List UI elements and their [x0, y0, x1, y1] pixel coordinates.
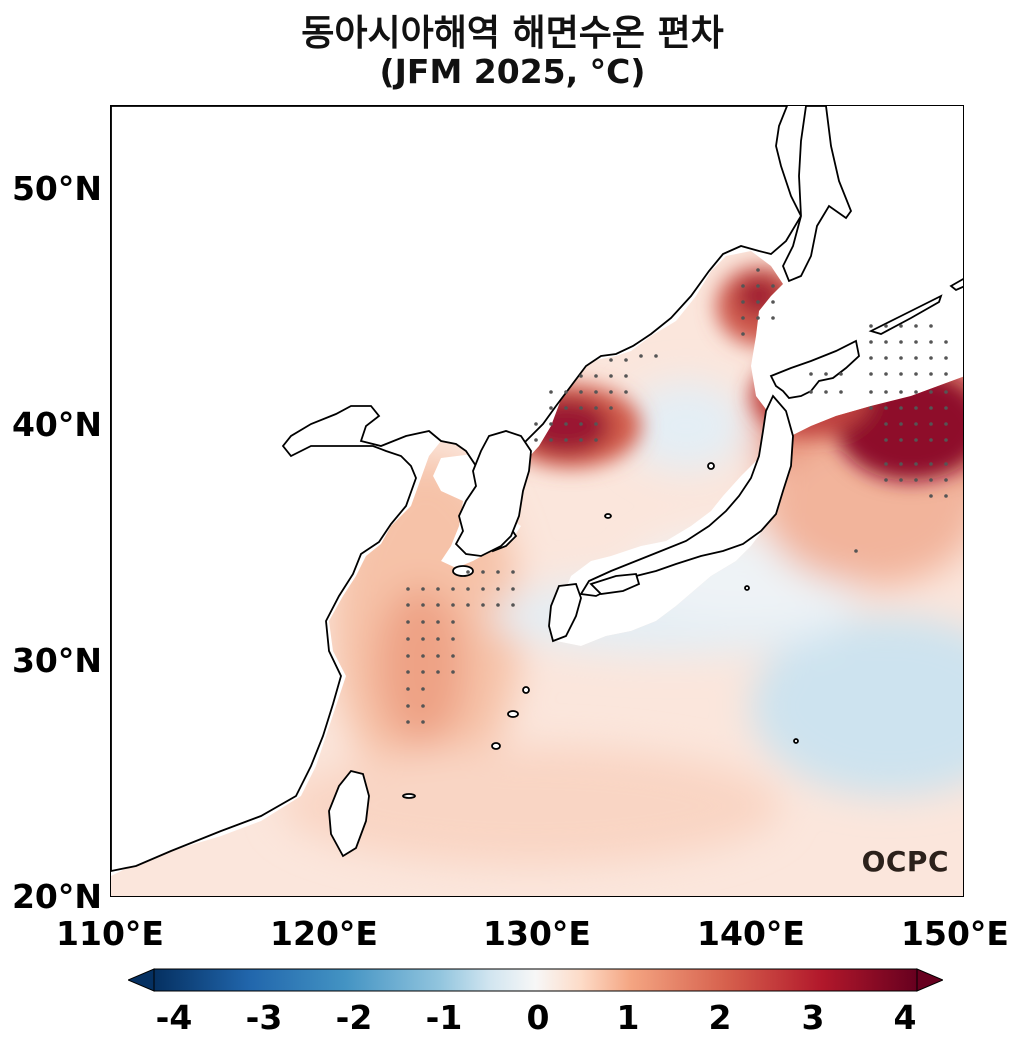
- lat-tick-label: 20°N: [11, 877, 102, 916]
- significance-stippling: [406, 268, 948, 724]
- colorbar-max-extend: [916, 968, 943, 992]
- colorbar-tick-label: 4: [893, 998, 917, 1037]
- sst-anomaly-map: [111, 106, 963, 896]
- colorbar-tick-label: -2: [335, 998, 373, 1037]
- colorbar-tick-label: 2: [708, 998, 732, 1037]
- lon-tick-label: 150°E: [901, 914, 1009, 953]
- lon-tick-label: 130°E: [483, 914, 591, 953]
- lon-tick-label: 140°E: [697, 914, 805, 953]
- ocpc-logo: OCPC: [861, 845, 949, 878]
- map-title: 동아시아해역 해면수온 편차: [301, 13, 724, 54]
- colorbar-tick-label: -3: [245, 998, 283, 1037]
- lat-tick-label: 50°N: [11, 169, 102, 208]
- lon-tick-label: 120°E: [270, 914, 378, 953]
- colorbar-tick-label: 0: [526, 998, 550, 1037]
- colorbar-tick-label: -4: [155, 998, 193, 1037]
- map-subtitle: (JFM 2025, °C): [379, 52, 646, 91]
- colorbar-min-extend: [128, 968, 155, 992]
- colorbar-tick-label: 3: [801, 998, 825, 1037]
- lat-tick-label: 30°N: [11, 641, 102, 680]
- colorbar: [128, 968, 943, 992]
- coastline: [111, 106, 963, 872]
- map-panel[interactable]: OCPC: [110, 105, 964, 897]
- colorbar-tick-label: -1: [425, 998, 463, 1037]
- lon-tick-label: 110°E: [56, 914, 164, 953]
- lat-tick-label: 40°N: [11, 405, 102, 444]
- colorbar-gradient: [153, 968, 918, 992]
- colorbar-tick-label: 1: [616, 998, 640, 1037]
